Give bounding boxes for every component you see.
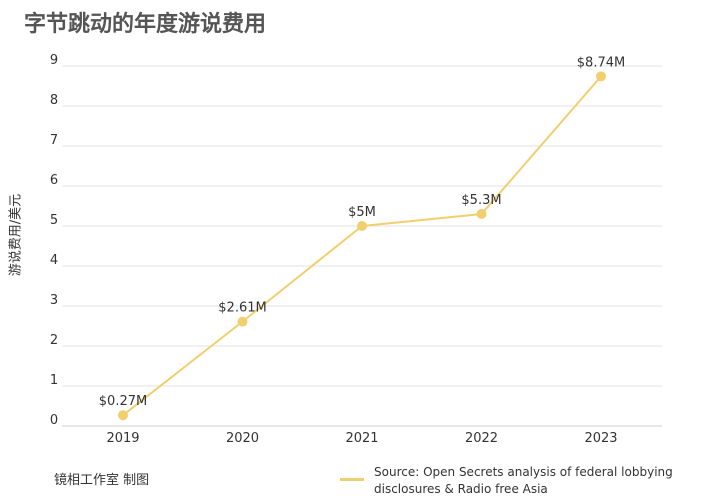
y-tick-label: 1: [50, 373, 58, 388]
series-line: [122, 75, 602, 416]
data-point: [237, 316, 248, 327]
y-tick-label: 8: [50, 93, 58, 108]
x-tick-label: 2020: [226, 431, 259, 446]
data-label: $5M: [348, 205, 376, 220]
y-tick-label: 5: [50, 213, 58, 228]
legend: Source: Open Secrets analysis of federal…: [340, 464, 710, 498]
x-tick-label: 2022: [465, 431, 498, 446]
chart-title: 字节跳动的年度游说费用: [24, 12, 267, 37]
x-tick-label: 2021: [345, 431, 378, 446]
data-label: $2.61M: [218, 301, 266, 316]
y-tick-label: 7: [50, 133, 58, 148]
data-point: [596, 71, 606, 82]
grid-lines: [62, 65, 662, 427]
data-label: $0.27M: [99, 394, 147, 409]
legend-line-swatch: [340, 478, 364, 481]
x-tick-label: 2019: [106, 431, 139, 446]
y-tick-label: 0: [50, 413, 58, 428]
y-tick-label: 9: [50, 53, 58, 68]
data-point: [476, 209, 487, 219]
y-tick-label: 2: [50, 333, 58, 348]
source-note: Source: Open Secrets analysis of federal…: [374, 465, 673, 496]
x-tick-labels: 2019 2020 2021 2022 2023: [106, 431, 617, 446]
x-tick-label: 2023: [584, 431, 617, 446]
data-point: [118, 410, 128, 421]
y-tick-label: 4: [50, 253, 58, 268]
series-layer: $0.27M $2.61M $5M $5.3M $8.74M: [99, 55, 625, 421]
y-tick-labels: 0 1 2 3 4 5 6 7 8 9: [50, 53, 58, 428]
data-point: [357, 221, 367, 231]
y-tick-label: 3: [50, 293, 58, 308]
data-label: $8.74M: [577, 55, 625, 70]
data-label: $5.3M: [461, 193, 501, 208]
y-tick-label: 6: [50, 173, 58, 188]
credit-text: 镜相工作室 制图: [54, 473, 150, 488]
